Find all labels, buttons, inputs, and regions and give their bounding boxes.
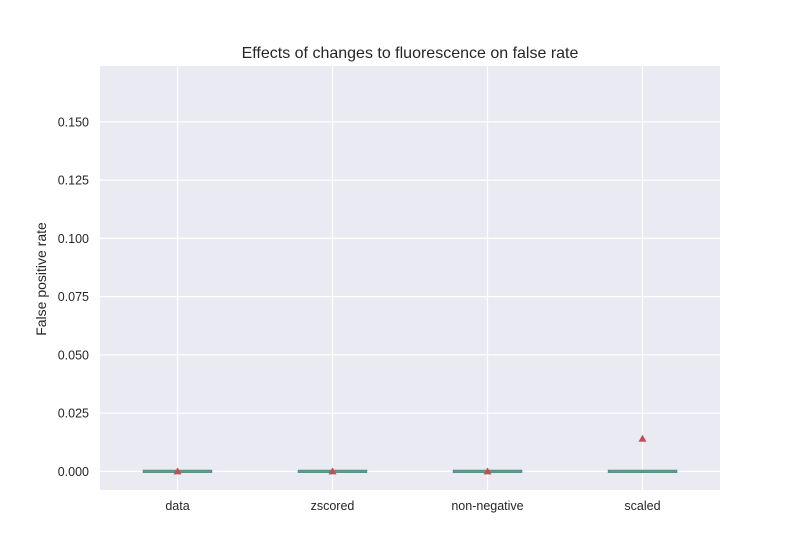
y-axis-ticks: 0.000 0.025 0.050 0.075 0.100 0.125 0.150 xyxy=(58,115,89,478)
mean-marker xyxy=(173,467,182,475)
y-tick-label: 0.075 xyxy=(58,290,89,304)
y-tick-label: 0.100 xyxy=(58,232,89,246)
y-axis-label: False positive rate xyxy=(33,222,49,336)
mean-marker xyxy=(483,467,492,475)
x-axis-ticks: data zscored non-negative scaled xyxy=(165,499,660,513)
grid xyxy=(100,66,720,490)
y-tick-label: 0.125 xyxy=(58,174,89,188)
y-tick-label: 0.050 xyxy=(58,348,89,362)
mean-marker xyxy=(328,467,337,475)
x-tick-label: data xyxy=(165,499,189,513)
y-tick-label: 0.000 xyxy=(58,465,89,479)
y-tick-label: 0.025 xyxy=(58,407,89,421)
x-tick-label: scaled xyxy=(624,499,660,513)
x-tick-label: zscored xyxy=(311,499,355,513)
plot-area xyxy=(100,66,720,490)
chart-title: Effects of changes to fluorescence on fa… xyxy=(242,45,579,62)
y-tick-label: 0.150 xyxy=(58,115,89,129)
x-tick-label: non-negative xyxy=(451,499,523,513)
boxes xyxy=(142,434,678,475)
mean-marker xyxy=(638,434,647,442)
